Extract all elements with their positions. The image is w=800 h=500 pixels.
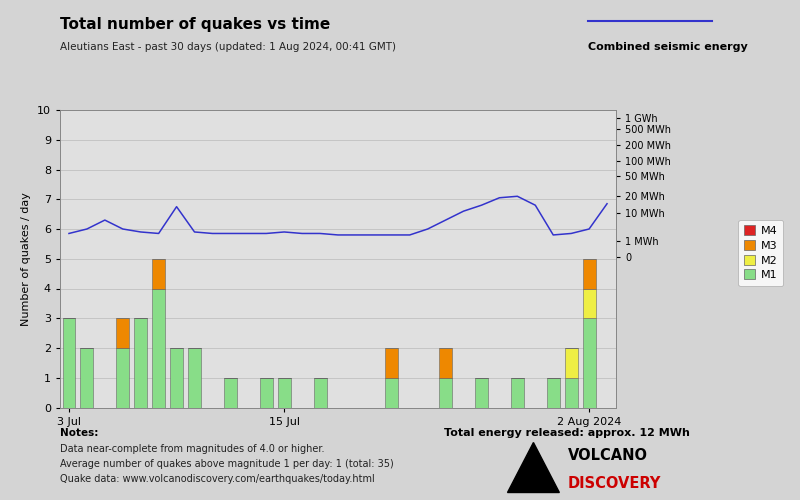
Bar <box>565 378 578 408</box>
Text: Combined seismic energy: Combined seismic energy <box>588 42 748 52</box>
Bar <box>152 288 165 408</box>
Bar <box>152 259 165 288</box>
Bar <box>582 288 595 318</box>
Bar <box>565 348 578 378</box>
Bar <box>582 259 595 288</box>
Bar <box>386 348 398 378</box>
Text: Average number of quakes above magnitude 1 per day: 1 (total: 35): Average number of quakes above magnitude… <box>60 459 394 469</box>
Text: Total number of quakes vs time: Total number of quakes vs time <box>60 18 330 32</box>
Bar <box>188 348 201 408</box>
Bar <box>475 378 488 408</box>
Text: Quake data: www.volcanodiscovery.com/earthquakes/today.html: Quake data: www.volcanodiscovery.com/ear… <box>60 474 374 484</box>
Y-axis label: Number of quakes / day: Number of quakes / day <box>22 192 31 326</box>
Bar <box>439 348 452 378</box>
Bar <box>116 348 130 408</box>
Bar <box>439 378 452 408</box>
Text: Total energy released: approx. 12 MWh: Total energy released: approx. 12 MWh <box>444 428 690 438</box>
Text: Aleutians East - past 30 days (updated: 1 Aug 2024, 00:41 GMT): Aleutians East - past 30 days (updated: … <box>60 42 396 52</box>
Legend: M4, M3, M2, M1: M4, M3, M2, M1 <box>738 220 783 286</box>
Bar <box>62 318 75 408</box>
Text: Data near-complete from magnitudes of 4.0 or higher.: Data near-complete from magnitudes of 4.… <box>60 444 325 454</box>
Bar <box>546 378 560 408</box>
Bar <box>386 378 398 408</box>
Bar <box>511 378 524 408</box>
Text: VOLCANO: VOLCANO <box>568 448 648 462</box>
Bar <box>278 378 290 408</box>
Bar <box>170 348 183 408</box>
Bar <box>134 318 147 408</box>
Polygon shape <box>507 442 559 492</box>
Bar <box>116 318 130 348</box>
Text: DISCOVERY: DISCOVERY <box>568 476 662 491</box>
Bar <box>582 318 595 408</box>
Bar <box>81 348 94 408</box>
Text: Notes:: Notes: <box>60 428 98 438</box>
Bar <box>314 378 326 408</box>
Bar <box>224 378 237 408</box>
Bar <box>260 378 273 408</box>
